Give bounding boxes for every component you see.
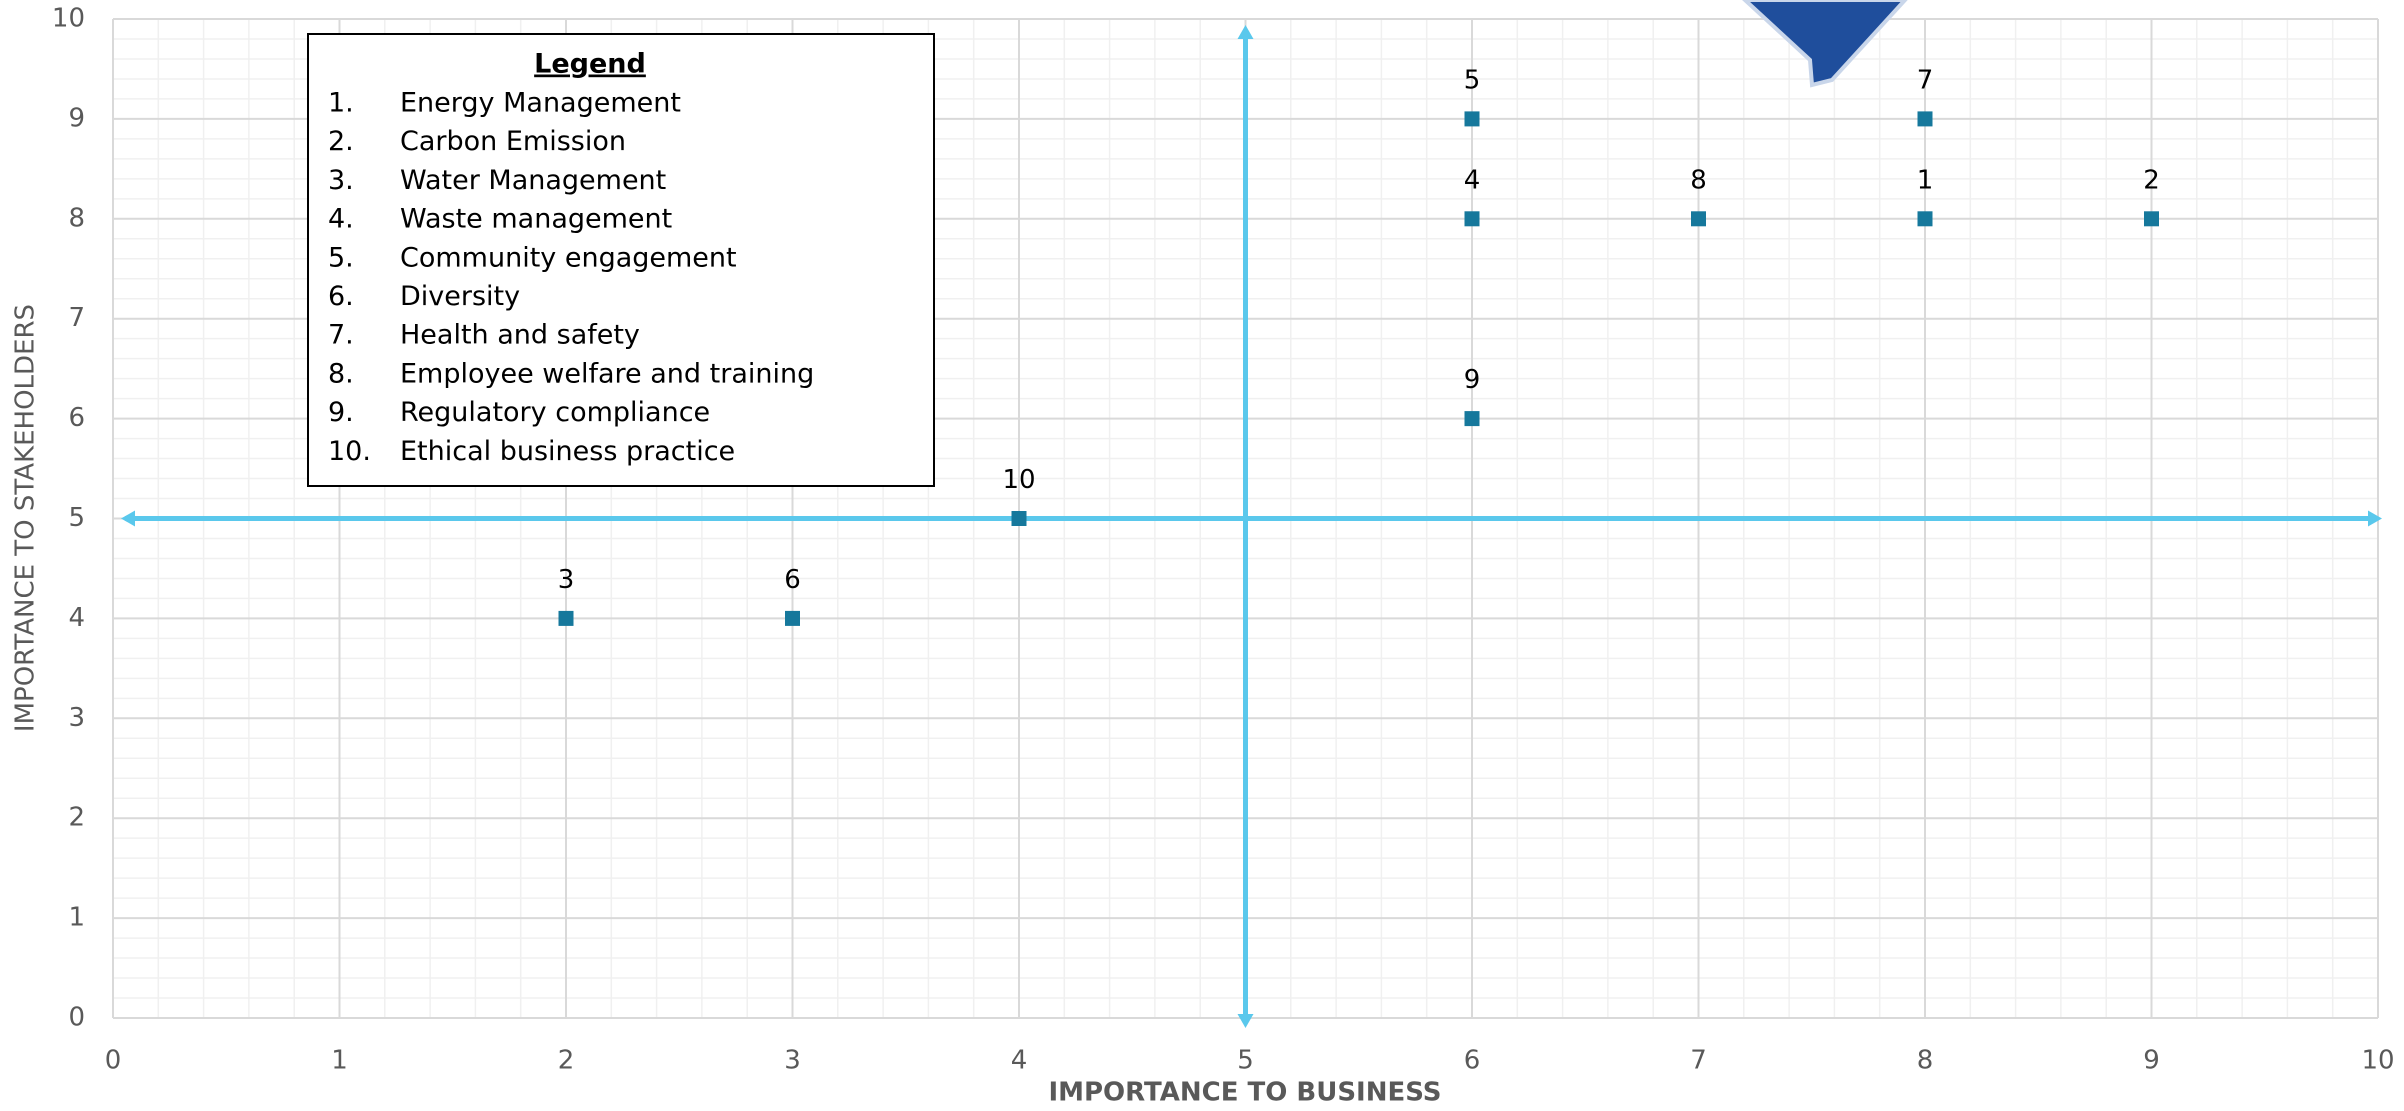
x-axis-title: IMPORTANCE TO BUSINESS [1048,1078,1441,1108]
arrowhead [121,511,135,527]
y-tick-label: 0 [68,1003,85,1033]
y-tick-label: 10 [52,4,85,34]
x-tick-label: 8 [1917,1046,1934,1076]
point [559,611,574,626]
y-tick-label: 7 [68,303,85,333]
legend-number: 1. [328,88,354,119]
x-tick-label: 4 [1011,1046,1028,1076]
legend-text: Regulatory compliance [400,397,710,428]
legend-number: 6. [328,281,354,312]
chart: IMPORTANCE TO BUSINESS IMPORTANCE TO STA… [0,0,2404,1111]
x-tick-label: 3 [784,1046,801,1076]
legend-number: 8. [328,358,354,389]
legend-title: Legend [534,49,646,80]
legend-text: Employee welfare and training [400,358,814,389]
point [1465,111,1480,126]
legend-number: 10. [328,436,371,467]
arrowhead [1238,1014,1254,1028]
legend-text: Community engagement [400,242,737,273]
legend-text: Waste management [400,204,672,235]
point [1012,511,1027,526]
data-label: 4 [1464,165,1481,195]
legend-text: Energy Management [400,88,681,119]
legend-text: Carbon Emission [400,126,626,157]
x-tick-label: 9 [2143,1046,2160,1076]
y-axis-title: IMPORTANCE TO STAKEHOLDERS [11,304,41,732]
data-label: 2 [2143,165,2160,195]
data-label: 10 [1002,465,1035,495]
point [1918,211,1933,226]
point [785,611,800,626]
y-tick-label: 8 [68,203,85,233]
y-tick-label: 1 [68,903,85,933]
x-tick-label: 7 [1690,1046,1707,1076]
legend-number: 4. [328,204,354,235]
point [2144,211,2159,226]
data-label: 6 [784,565,801,595]
data-label: 9 [1464,365,1481,395]
arrowhead [1238,25,1254,39]
x-tick-label: 2 [558,1046,575,1076]
point [1465,211,1480,226]
legend-text: Diversity [400,281,520,312]
legend-number: 2. [328,126,354,157]
y-tick-label: 5 [68,503,85,533]
point [1918,111,1933,126]
y-tick-label: 4 [68,603,85,633]
legend-text: Ethical business practice [400,436,735,467]
decorative-shape [1745,0,1905,85]
x-tick-label: 10 [2361,1046,2394,1076]
data-label: 5 [1464,65,1481,95]
arrowhead [2368,511,2382,527]
x-tick-label: 5 [1237,1046,1254,1076]
legend-number: 9. [328,397,354,428]
data-label: 1 [1917,165,1934,195]
legend-number: 7. [328,320,354,351]
x-tick-label: 6 [1464,1046,1481,1076]
legend-text: Water Management [400,165,666,196]
y-tick-label: 6 [68,403,85,433]
y-tick-label: 9 [68,103,85,133]
y-tick-label: 3 [68,703,85,733]
x-tick-label: 0 [105,1046,122,1076]
point [1465,411,1480,426]
legend-number: 5. [328,242,354,273]
y-tick-label: 2 [68,803,85,833]
data-label: 7 [1917,65,1934,95]
data-label: 3 [558,565,575,595]
legend-number: 3. [328,165,354,196]
data-label: 8 [1690,165,1707,195]
legend-text: Health and safety [400,320,640,351]
x-tick-label: 1 [331,1046,348,1076]
point [1691,211,1706,226]
